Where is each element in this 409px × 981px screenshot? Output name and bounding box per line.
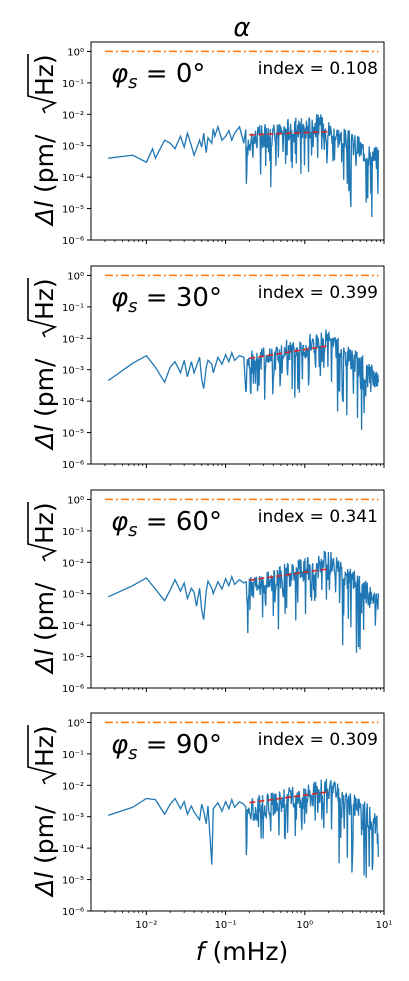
panel-3: 10⁰ 10⁻¹ 10⁻² 10⁻³ 10⁻⁴ 10⁻⁵ 10⁻⁶ 10⁻² 10⁻¹ 10⁰ 10… xyxy=(27,712,393,931)
y-tick-label: 10⁻¹ xyxy=(62,303,84,314)
plot-frame xyxy=(90,712,385,912)
fit-line xyxy=(249,791,329,804)
y-tick-label: 10⁰ xyxy=(67,47,84,58)
index-annotation: index = 0.309 xyxy=(258,730,378,750)
y-tick-label: 10⁻⁶ xyxy=(62,460,84,471)
fit-line xyxy=(249,130,329,136)
y-tick-label: 10⁻⁴ xyxy=(62,844,84,855)
phi-annotation: φs = 60° xyxy=(111,507,222,541)
panel-1: 10⁰ 10⁻¹ 10⁻² 10⁻³ 10⁻⁴ 10⁻⁵ 10⁻⁶ φs = 30° index… xyxy=(27,265,385,471)
x-tick-label: 10⁻² xyxy=(135,920,157,931)
plot-frame xyxy=(90,41,385,241)
x-tick-label: 10¹ xyxy=(376,920,393,931)
index-annotation: index = 0.399 xyxy=(258,283,378,303)
sqrt-sign xyxy=(27,54,58,114)
y-tick-label: 10⁻⁶ xyxy=(62,684,84,695)
spectrum-line xyxy=(107,778,380,878)
y-axis-label-hz: Hz) xyxy=(30,278,59,320)
y-tick-label: 10⁻² xyxy=(62,558,84,569)
sqrt-sign xyxy=(27,502,58,562)
index-annotation: index = 0.341 xyxy=(258,507,378,527)
x-tick-label: 10⁰ xyxy=(296,920,313,931)
figure-title: α xyxy=(233,13,250,43)
y-tick-label: 10⁰ xyxy=(67,718,84,729)
y-tick-label: 10⁻² xyxy=(62,110,84,121)
sqrt-sign xyxy=(27,725,58,785)
y-tick-label: 10⁻³ xyxy=(62,590,84,601)
x-tick-label: 10⁻¹ xyxy=(215,920,237,931)
y-axis-label-hz: Hz) xyxy=(30,725,59,767)
y-tick-label: 10⁻³ xyxy=(62,142,84,153)
y-tick-label: 10⁻² xyxy=(62,334,84,345)
y-tick-label: 10⁻⁴ xyxy=(62,621,84,632)
y-axis-label-text: Δl (pm/ xyxy=(30,358,59,451)
y-axis-label: Δl (pm/Hz) xyxy=(27,278,59,451)
y-tick-label: 10⁻⁵ xyxy=(62,653,84,664)
y-axis-label-hz: Hz) xyxy=(30,502,59,544)
y-tick-label: 10⁰ xyxy=(67,271,84,282)
y-tick-label: 10⁻³ xyxy=(62,366,84,377)
y-tick-label: 10⁰ xyxy=(67,495,84,506)
y-tick-label: 10⁻⁵ xyxy=(62,205,84,216)
fit-line xyxy=(249,568,329,581)
x-axis-label: f (mHz) xyxy=(196,937,289,966)
y-tick-label: 10⁻⁴ xyxy=(62,397,84,408)
y-axis-label: Δl (pm/Hz) xyxy=(27,502,59,675)
y-axis-label: Δl (pm/Hz) xyxy=(27,54,59,227)
y-tick-label: 10⁻¹ xyxy=(62,527,84,538)
y-axis-label-text: Δl (pm/ xyxy=(30,582,59,675)
y-axis-label-hz: Hz) xyxy=(30,54,59,96)
panel-0: 10⁰ 10⁻¹ 10⁻² 10⁻³ 10⁻⁴ 10⁻⁵ 10⁻⁶ φs = 0° index … xyxy=(27,41,385,247)
y-tick-label: 10⁻¹ xyxy=(62,750,84,761)
y-axis-label-text: Δl (pm/ xyxy=(30,134,59,227)
y-tick-label: 10⁻¹ xyxy=(62,79,84,90)
index-annotation: index = 0.108 xyxy=(258,59,378,79)
phi-annotation: φs = 30° xyxy=(111,283,222,317)
plot-frame xyxy=(90,489,385,689)
fit-line xyxy=(249,344,329,360)
spectrum-line xyxy=(107,550,380,653)
spectrum-line xyxy=(107,329,380,430)
phi-annotation: φs = 90° xyxy=(111,730,222,764)
y-axis-label-text: Δl (pm/ xyxy=(30,805,59,898)
y-tick-label: 10⁻³ xyxy=(62,813,84,824)
phi-annotation: φs = 0° xyxy=(111,59,205,93)
y-tick-label: 10⁻⁵ xyxy=(62,429,84,440)
y-tick-label: 10⁻² xyxy=(62,781,84,792)
y-tick-label: 10⁻⁵ xyxy=(62,876,84,887)
panel-2: 10⁰ 10⁻¹ 10⁻² 10⁻³ 10⁻⁴ 10⁻⁵ 10⁻⁶ φs = 60° index… xyxy=(27,489,385,695)
y-tick-label: 10⁻⁴ xyxy=(62,173,84,184)
y-tick-label: 10⁻⁶ xyxy=(62,236,84,247)
plot-frame xyxy=(90,265,385,465)
y-tick-label: 10⁻⁶ xyxy=(62,907,84,918)
y-axis-label: Δl (pm/Hz) xyxy=(27,725,59,898)
spectrum-line xyxy=(108,114,380,218)
sqrt-sign xyxy=(27,278,58,338)
